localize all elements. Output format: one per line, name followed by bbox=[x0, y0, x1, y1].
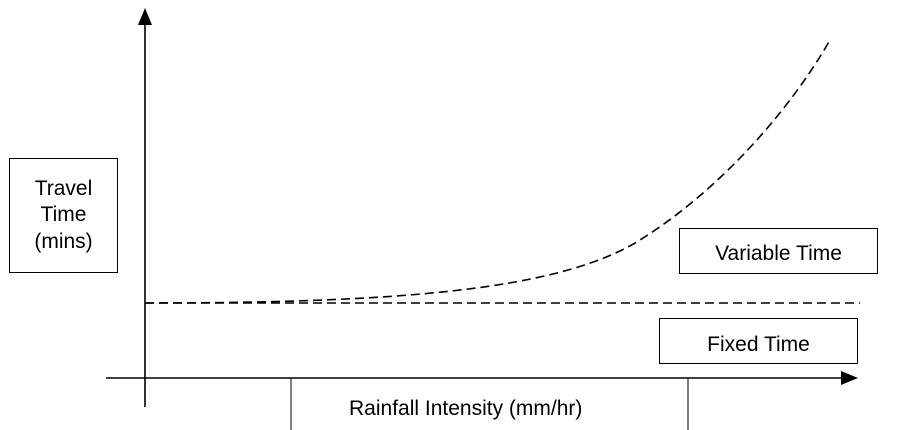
fixed-time-label: Fixed Time bbox=[707, 332, 810, 356]
x-axis-arrowhead bbox=[841, 371, 858, 385]
y-axis-label-line-2: Time bbox=[40, 203, 87, 227]
variable-time-label: Variable Time bbox=[715, 241, 842, 265]
y-axis-arrowhead bbox=[138, 8, 152, 25]
fixed-time-label-box: Fixed Time bbox=[659, 318, 858, 364]
variable-time-label-box: Variable Time bbox=[679, 228, 878, 274]
y-axis-label-line-3: (mins) bbox=[34, 229, 93, 253]
variable-time-curve bbox=[144, 39, 831, 304]
x-axis-label: Rainfall Intensity (mm/hr) bbox=[349, 397, 583, 420]
y-axis-label-line-1: Travel bbox=[34, 177, 93, 201]
y-axis-label-box: Travel Time (mins) bbox=[9, 158, 118, 273]
